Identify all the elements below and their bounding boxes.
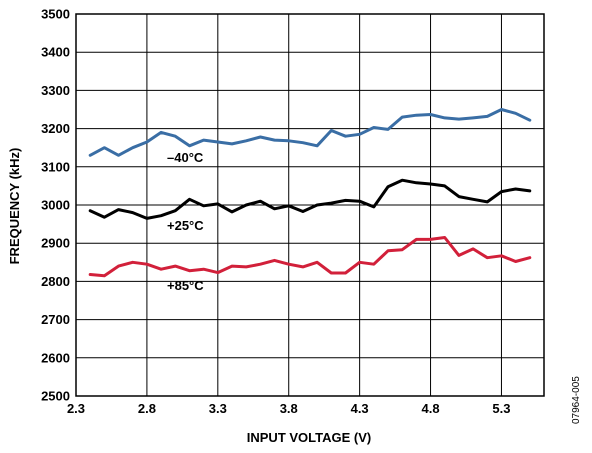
y-tick-label: 3300: [41, 83, 70, 98]
y-tick-label: 2700: [41, 312, 70, 327]
y-tick-label: 3100: [41, 159, 70, 174]
y-tick-label: 2800: [41, 274, 70, 289]
y-tick-label: 3200: [41, 121, 70, 136]
series-line-1: [88, 178, 532, 220]
y-tick-label: 3000: [41, 198, 70, 213]
x-tick-label: 5.3: [492, 401, 510, 416]
plot-frame: [75, 13, 545, 397]
series-label-0: –40°C: [167, 150, 204, 165]
x-tick-label: 3.3: [209, 401, 227, 416]
x-tick-label: 4.8: [422, 401, 440, 416]
figure-id: 07964-005: [571, 376, 582, 424]
x-tick-label: 2.8: [138, 401, 156, 416]
x-tick-label: 3.8: [280, 401, 298, 416]
series-line-0: [88, 108, 532, 157]
series-label-2: +85°C: [167, 278, 204, 293]
y-tick-label: 3400: [41, 45, 70, 60]
x-tick-label: 2.3: [67, 401, 85, 416]
series-lines: [88, 108, 532, 278]
y-tick-label: 3500: [41, 7, 70, 22]
y-tick-label: 2600: [41, 350, 70, 365]
series-label-1: +25°C: [167, 218, 204, 233]
y-axis-title: FREQUENCY (kHz): [7, 148, 22, 265]
y-axis-ticks: 2500 2600 2700 2800 2900 3000 3100 3200 3300 3400…: [41, 7, 70, 404]
y-tick-label: 2900: [41, 236, 70, 251]
series-line-2: [88, 236, 532, 278]
x-axis-ticks: 2.3 2.8 3.3 3.8 4.3 4.8 5.3: [67, 401, 511, 416]
y-tick-label: 2500: [41, 389, 70, 404]
x-tick-label: 4.3: [351, 401, 369, 416]
x-axis-title: INPUT VOLTAGE (V): [247, 430, 371, 445]
series-labels: –40°C +25°C +85°C: [167, 150, 204, 293]
grid: [76, 14, 544, 396]
